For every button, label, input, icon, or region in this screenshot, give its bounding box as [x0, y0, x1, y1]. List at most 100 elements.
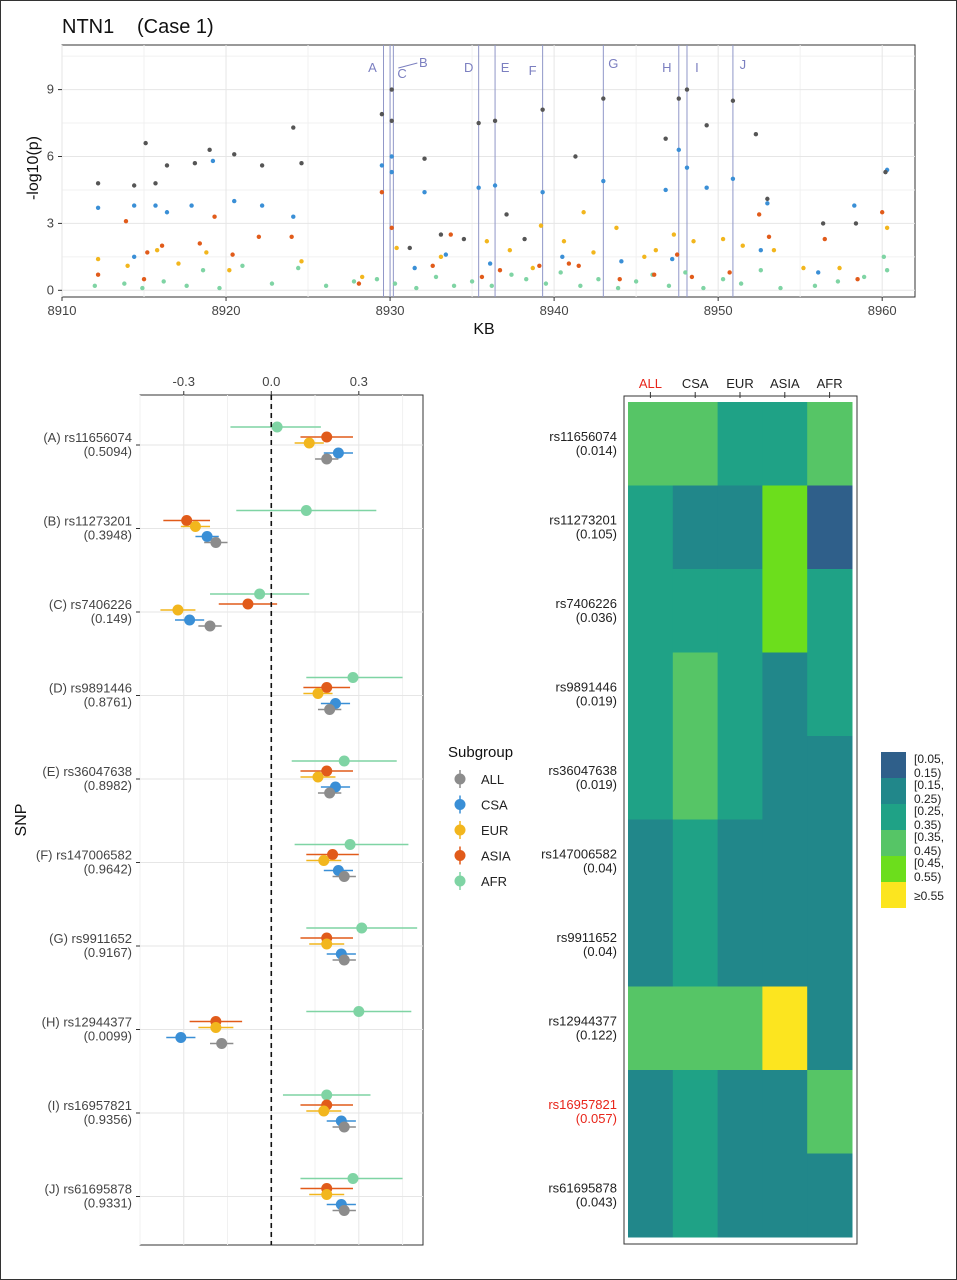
data-point-afr	[884, 268, 890, 273]
heatmap-cell	[628, 903, 674, 987]
data-point-afr	[296, 265, 301, 271]
data-point-asia	[674, 252, 680, 257]
legend-range: [0.35,	[914, 830, 944, 844]
snp-value: (0.9356)	[84, 1112, 132, 1127]
data-point-asia	[159, 243, 165, 248]
row-label: rs9891446	[556, 679, 617, 694]
heatmap-cell	[807, 652, 853, 737]
data-point-afr	[92, 283, 98, 289]
data-point-afr	[200, 268, 206, 273]
data-point-csa	[232, 198, 237, 204]
data-point-all	[95, 181, 101, 186]
legend-range: 0.15)	[914, 766, 941, 780]
heatmap-cell	[807, 1153, 853, 1238]
data-point-eur	[204, 250, 209, 255]
annotation-label: C	[397, 66, 406, 81]
annotation-label: A	[368, 60, 377, 75]
snp-label: (I) rs16957821	[47, 1098, 132, 1113]
estimate-point-all	[324, 704, 336, 715]
x-tick-label: -0.3	[173, 374, 195, 389]
x-tick-label: 8930	[376, 303, 405, 318]
estimate-point-all	[338, 1121, 350, 1133]
column-label: AFR	[817, 376, 843, 391]
estimate-point-afr	[344, 839, 356, 850]
data-point-afr	[351, 279, 357, 284]
legend-label-all: ALL	[481, 772, 504, 787]
estimate-point-all	[321, 453, 333, 465]
data-point-csa	[676, 147, 681, 153]
data-point-asia	[879, 210, 885, 215]
data-point-csa	[210, 158, 216, 164]
heatmap-cell	[672, 652, 719, 737]
data-point-asia	[727, 270, 732, 275]
heatmap-cell	[628, 485, 674, 570]
data-point-all	[676, 96, 681, 101]
data-point-eur	[653, 247, 659, 253]
heatmap-cell	[762, 569, 808, 653]
heatmap-cell	[672, 1070, 719, 1154]
estimate-point-eur	[321, 938, 333, 950]
estimate-point-eur	[210, 1022, 222, 1033]
row-label: rs7406226	[556, 596, 617, 611]
heatmap-cell	[672, 1153, 719, 1238]
data-point-eur	[394, 245, 399, 251]
data-point-eur	[484, 239, 490, 244]
data-point-csa	[670, 256, 675, 262]
row-value: (0.04)	[583, 944, 617, 959]
legend-range: 0.55)	[914, 870, 941, 884]
heatmap-cell	[762, 986, 808, 1071]
estimate-point-asia	[181, 515, 193, 526]
data-point-all	[504, 212, 509, 217]
manhattan-y-axis-label: -log10(p)	[25, 136, 42, 200]
row-label: rs147006582	[541, 846, 617, 861]
estimate-point-eur	[303, 437, 315, 449]
estimate-point-asia	[321, 765, 333, 777]
estimate-point-csa	[201, 531, 213, 542]
data-point-csa	[389, 154, 394, 159]
estimate-point-all	[324, 787, 336, 799]
data-point-afr	[184, 283, 189, 289]
estimate-point-all	[204, 620, 216, 632]
gene-title: NTN1	[62, 16, 114, 38]
data-point-csa	[704, 185, 709, 190]
data-point-csa	[164, 210, 170, 215]
legend-swatch	[881, 804, 906, 830]
estimate-point-asia	[327, 849, 339, 860]
heatmap-cell	[807, 569, 853, 653]
legend-range: [0.05,	[914, 752, 944, 766]
snp-value: (0.8982)	[84, 778, 132, 793]
heatmap-cell	[762, 1070, 808, 1154]
heatmap-cell	[672, 569, 719, 653]
heatmap-cell	[628, 986, 674, 1071]
data-point-all	[422, 156, 427, 161]
data-point-afr	[509, 272, 514, 277]
heatmap-cell	[628, 736, 674, 820]
data-point-csa	[476, 185, 481, 190]
data-point-csa	[389, 169, 394, 175]
estimate-point-eur	[321, 1189, 333, 1200]
row-label: rs36047638	[548, 763, 617, 778]
estimate-point-afr	[353, 1006, 365, 1017]
x-tick-label: 8950	[704, 303, 733, 318]
data-point-all	[153, 181, 158, 186]
heatmap-cell	[807, 903, 853, 987]
data-point-asia	[379, 189, 385, 195]
data-point-csa	[422, 189, 427, 195]
row-value: (0.014)	[576, 443, 617, 458]
data-point-afr	[778, 285, 783, 291]
data-point-csa	[492, 183, 498, 188]
data-point-all	[663, 136, 668, 141]
data-point-afr	[451, 283, 457, 289]
data-point-csa	[443, 252, 449, 257]
estimate-point-asia	[242, 598, 254, 610]
data-point-all	[207, 147, 212, 153]
snp-label: (F) rs147006582	[36, 848, 132, 863]
data-point-afr	[469, 279, 475, 284]
annotation-label: D	[464, 60, 473, 75]
data-point-asia	[230, 252, 235, 257]
data-point-all	[522, 236, 527, 242]
legend-marker-afr	[454, 875, 466, 887]
snp-value: (0.5094)	[84, 444, 132, 459]
data-point-all	[492, 118, 498, 124]
